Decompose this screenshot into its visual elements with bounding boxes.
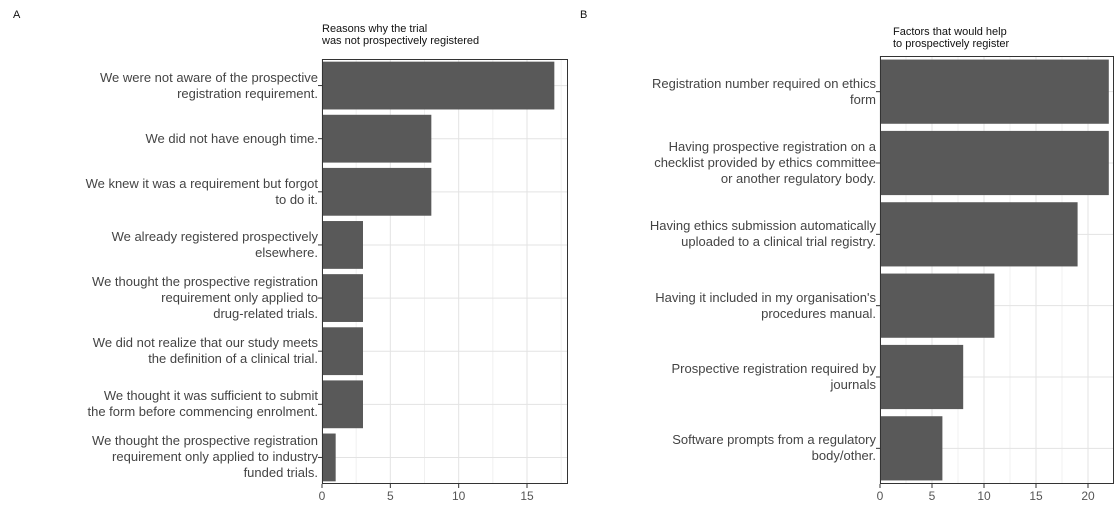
x-tick-label: 15 (1029, 489, 1043, 503)
category-label: We thought the prospective registration r… (92, 274, 318, 322)
x-tick-label: 5 (929, 489, 936, 503)
bar (322, 221, 363, 269)
bar (880, 273, 995, 338)
category-label: Having prospective registration on a chec… (654, 139, 876, 186)
category-label: We did not realize that our study meets t… (92, 335, 318, 367)
category-label: We did not have enough time. (145, 130, 319, 146)
chart-title: Factors that would help to prospectively … (893, 26, 1010, 50)
bar (322, 61, 555, 110)
bar (322, 327, 363, 376)
bar (322, 274, 363, 322)
category-label: We were not aware of the prospective regi… (100, 69, 318, 101)
bar (322, 114, 432, 163)
bar (880, 202, 1078, 267)
panel-label-a: A (13, 9, 21, 21)
bar (880, 416, 943, 481)
category-label: Having ethics submission automatically up… (649, 218, 876, 250)
plot-border (322, 59, 568, 484)
bar (322, 433, 336, 482)
category-label: Registration number required on ethics fo… (651, 75, 876, 107)
panel-label-b: B (580, 9, 588, 21)
category-label: Prospective registration required by jour… (671, 361, 877, 392)
x-tick-label: 5 (387, 489, 394, 503)
x-tick-label: 0 (877, 489, 884, 503)
bar (322, 167, 432, 216)
bar (322, 380, 363, 429)
x-tick-label: 20 (1081, 489, 1095, 503)
category-label: Software prompts from a regulatory body/o… (672, 432, 876, 464)
x-tick-label: 10 (977, 489, 991, 503)
category-label: We thought the prospective registration r… (92, 433, 318, 481)
category-label: We already registered prospectively elsew… (111, 228, 318, 260)
x-tick-label: 0 (319, 489, 326, 503)
category-label: Having it included in my organisation's p… (655, 289, 876, 321)
bar (880, 344, 964, 410)
x-tick-label: 10 (452, 489, 466, 503)
chart-title: Reasons why the trial was not prospective… (322, 23, 480, 47)
category-label: We thought it was sufficient to submit th… (87, 388, 319, 420)
bar (880, 130, 1109, 196)
bar (880, 59, 1109, 124)
category-label: We knew it was a requirement but forgot t… (85, 175, 318, 207)
x-tick-label: 15 (520, 489, 534, 503)
